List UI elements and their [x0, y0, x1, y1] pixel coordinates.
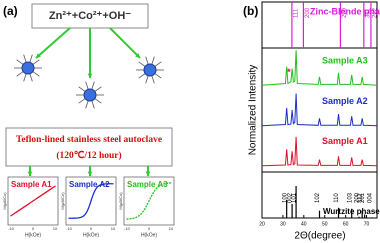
ligand	[145, 56, 149, 65]
zb-label: 220	[342, 7, 348, 18]
ligand	[138, 61, 146, 67]
ligand	[29, 54, 33, 63]
zb-label: 311	[365, 8, 371, 18]
sample-label: Sample A2	[69, 180, 110, 189]
mini-tick-label: 10	[53, 226, 58, 231]
arrow-head	[87, 73, 93, 78]
wz-label: 112	[358, 193, 364, 203]
x-tick-label: 20	[259, 221, 265, 227]
panel-label: (a)	[3, 4, 18, 18]
ligand	[145, 75, 149, 84]
nanoparticle	[83, 88, 97, 102]
arrow-head	[87, 171, 93, 176]
zb-label: 111	[293, 8, 299, 18]
ligand	[94, 86, 102, 92]
ligand	[32, 71, 40, 77]
ligand	[85, 100, 89, 109]
arrow	[109, 27, 141, 59]
ligand	[85, 81, 89, 90]
wz-label: 002	[288, 192, 294, 203]
xrd-pattern	[261, 50, 378, 86]
mini-ylabel: M(μB/Co)	[2, 192, 7, 210]
xrd-pattern	[261, 93, 378, 127]
mini-tick-label: 10	[111, 226, 116, 231]
nanoparticle	[143, 63, 157, 77]
mini-xlabel: H(kOe)	[141, 232, 157, 238]
ligand	[151, 56, 155, 65]
ligand	[151, 75, 155, 84]
y-axis-label: Normalized Intensity	[248, 65, 259, 156]
autoclave-box	[5, 127, 173, 167]
mini-tick-label: -10	[8, 226, 15, 231]
ligand	[91, 81, 95, 90]
x-tick-label: 60	[343, 221, 349, 227]
ligand	[78, 98, 86, 104]
zb-label: 200	[305, 7, 311, 18]
mini-ylabel: M(μB/Co)	[60, 192, 65, 210]
series-label: Sample A3	[322, 56, 368, 66]
ligand	[154, 73, 162, 79]
wz-label: 110	[334, 193, 340, 203]
mh-curve	[10, 185, 56, 217]
mini-ylabel: M(μB/Co)	[118, 192, 123, 210]
arrow-head	[36, 53, 41, 58]
precursor: Zn²⁺+Co²⁺+OH⁻	[49, 10, 131, 22]
ligand	[94, 98, 102, 104]
x-tick-label: 40	[301, 221, 307, 227]
mini-tick-label: -10	[66, 226, 73, 231]
x-axis-label: 2Θ(degree)	[294, 231, 345, 242]
plot-frame	[261, 1, 378, 219]
ligand	[32, 59, 40, 65]
wz-label: 100	[282, 192, 288, 203]
x-tick-label: 30	[280, 221, 286, 227]
sample-label: Sample A3	[127, 180, 168, 189]
mh-curve	[68, 183, 114, 219]
ligand	[29, 73, 33, 82]
mini-tick-label: 10	[169, 226, 174, 231]
ligand	[154, 61, 162, 67]
wz-label: 004	[368, 192, 374, 203]
ligand	[23, 73, 27, 82]
mh-curve	[126, 182, 172, 220]
wz-label: 200	[355, 192, 361, 203]
arrow-head	[145, 171, 151, 176]
wz-label: 102	[315, 192, 321, 203]
ligand	[16, 59, 24, 65]
autoclave-text: Teflon-lined stainless steel autoclave	[16, 135, 162, 145]
x-tick-label: 50	[322, 221, 328, 227]
zb-title: Zinc-Blende phase	[310, 6, 380, 16]
x-tick-label: 70	[364, 221, 370, 227]
arrow-head	[135, 53, 140, 58]
arrow-head	[27, 171, 33, 176]
wz-label: 101	[292, 192, 298, 203]
wz-label: 201	[360, 192, 366, 203]
ligand	[78, 86, 86, 92]
wz-label: 103	[347, 192, 353, 203]
panel-label: (b)	[243, 4, 258, 18]
mini-tick-label: 0	[148, 226, 151, 231]
precursor-box	[31, 3, 149, 29]
mini-xlabel: H(kOe)	[25, 232, 41, 238]
xrd-pattern	[261, 136, 378, 167]
series-label: Sample A1	[322, 136, 368, 146]
series-label: Sample A2	[322, 96, 368, 106]
nanoparticle	[21, 61, 35, 75]
mini-tick-label: 0	[90, 226, 93, 231]
ligand	[23, 54, 27, 63]
ligand	[16, 71, 24, 77]
annotation: *	[287, 67, 291, 77]
ligand	[138, 73, 146, 79]
mini-tick-label: -10	[124, 226, 131, 231]
autoclave-text: (120℃/12 hour)	[56, 150, 121, 161]
zb-label: 222	[373, 7, 379, 18]
sample-label: Sample A1	[11, 180, 52, 189]
ligand	[91, 100, 95, 109]
arrow	[35, 27, 71, 59]
mini-tick-label: 0	[32, 226, 35, 231]
mini-xlabel: H(kOe)	[83, 232, 99, 238]
wz-title: Wurtzite phase	[323, 207, 380, 216]
